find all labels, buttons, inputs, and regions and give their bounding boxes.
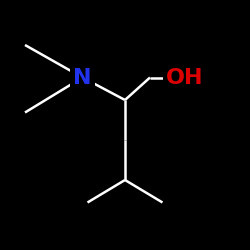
Text: OH: OH: [166, 68, 204, 87]
Text: N: N: [73, 68, 92, 87]
